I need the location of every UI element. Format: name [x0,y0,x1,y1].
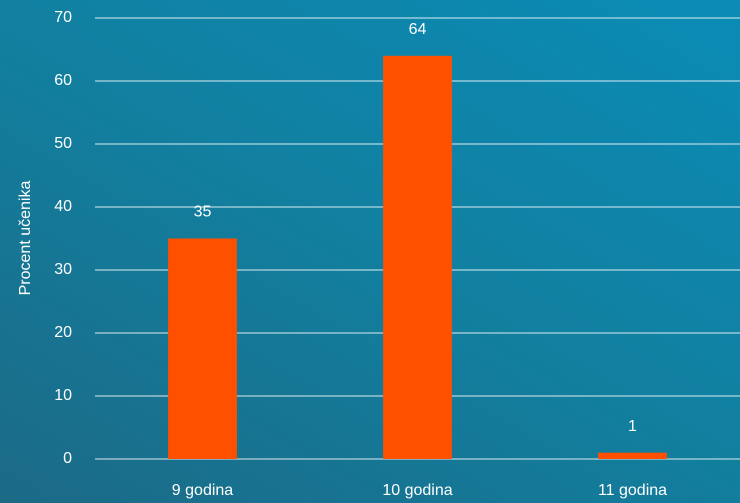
bar [168,238,237,459]
x-tick-label: 10 godina [382,482,452,499]
y-axis-label: Procent učenika [17,181,34,296]
y-tick-label: 30 [54,261,72,278]
y-tick-label: 20 [54,324,72,341]
x-tick-label: 11 godina [598,482,667,499]
y-tick-label: 40 [54,198,72,215]
y-tick-label: 50 [54,135,72,152]
data-label: 35 [194,204,212,221]
y-tick-label: 0 [63,450,72,467]
bar [598,452,667,459]
y-tick-label: 10 [54,387,72,404]
data-label: 1 [628,418,637,435]
y-tick-label: 60 [54,72,72,89]
bar [383,55,452,460]
x-tick-label: 9 godina [172,482,233,499]
y-tick-label: 70 [54,9,72,26]
data-label: 64 [409,21,427,38]
